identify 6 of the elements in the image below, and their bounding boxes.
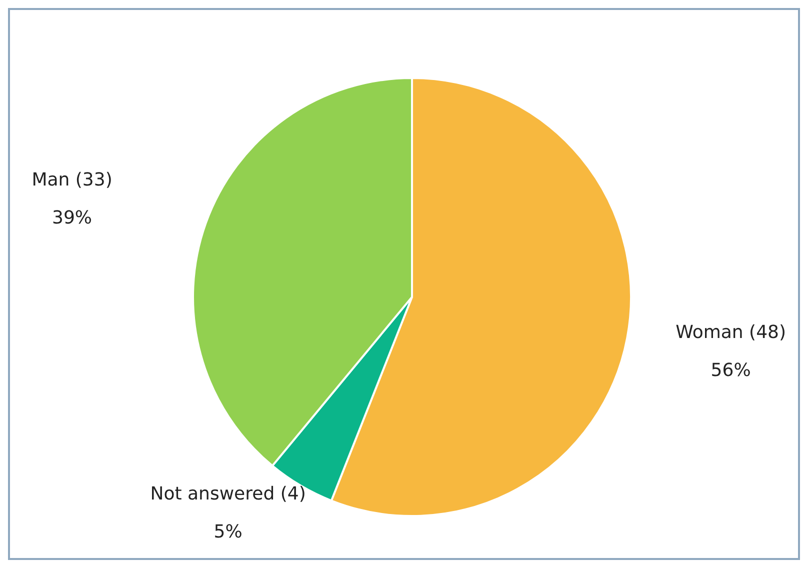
data-label: 56% [710, 360, 751, 381]
data-label: 39% [52, 208, 92, 229]
data-label: 5% [214, 522, 242, 543]
slice-label: Not answered (4) [150, 484, 306, 505]
slice-label: Woman (48) [676, 322, 786, 343]
slice-label: Man (33) [32, 170, 112, 191]
